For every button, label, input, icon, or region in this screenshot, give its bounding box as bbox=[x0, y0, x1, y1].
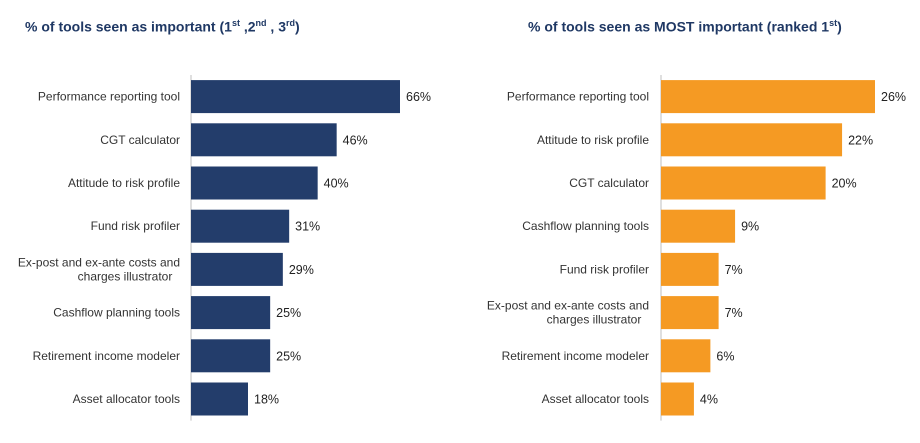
category-label: Attitude to risk profile bbox=[68, 176, 180, 190]
category-label: Attitude to risk profile bbox=[537, 133, 649, 147]
chart-most-important: % of tools seen as MOST important (ranke… bbox=[460, 0, 920, 443]
category-label: Asset allocator tools bbox=[73, 392, 180, 406]
bar bbox=[661, 339, 711, 373]
bar bbox=[191, 209, 290, 243]
bar bbox=[191, 123, 337, 157]
category-label: Retirement income modeler bbox=[33, 349, 180, 363]
data-label: 31% bbox=[295, 220, 320, 234]
bar bbox=[661, 296, 719, 330]
data-label: 29% bbox=[289, 263, 314, 277]
data-label: 46% bbox=[343, 133, 368, 147]
bar bbox=[661, 123, 843, 157]
bar-chart-svg: 66% Performance reporting tool 46% CGT calc… bbox=[18, 75, 431, 421]
category-label: Cashflow planning tools bbox=[522, 219, 649, 233]
data-label: 4% bbox=[700, 393, 718, 407]
data-label: 18% bbox=[254, 393, 279, 407]
bar bbox=[191, 339, 271, 373]
bar bbox=[661, 382, 694, 416]
bar bbox=[191, 252, 283, 286]
data-label: 26% bbox=[881, 90, 906, 104]
chart-title: % of tools seen as important (1st ,2nd ,… bbox=[25, 18, 300, 35]
data-label: 66% bbox=[406, 90, 431, 104]
bar bbox=[191, 382, 248, 416]
data-label: 20% bbox=[832, 177, 857, 191]
bar bbox=[661, 166, 826, 200]
data-label: 25% bbox=[276, 306, 301, 320]
bar bbox=[661, 209, 736, 243]
bar bbox=[661, 80, 875, 114]
category-label: CGT calculator bbox=[569, 176, 649, 190]
data-label: 22% bbox=[848, 133, 873, 147]
data-label: 9% bbox=[741, 220, 759, 234]
data-label: 7% bbox=[725, 306, 743, 320]
chart-important: % of tools seen as important (1st ,2nd ,… bbox=[18, 18, 431, 421]
category-label: Fund risk profiler bbox=[560, 262, 649, 276]
category-label: Performance reporting tool bbox=[507, 90, 649, 104]
category-label: Ex-post and ex-ante costs and charges ill… bbox=[487, 299, 649, 327]
category-label: Performance reporting tool bbox=[38, 90, 180, 104]
bar bbox=[661, 252, 719, 286]
data-label: 40% bbox=[324, 177, 349, 191]
bar-chart-svg: 26% Performance reporting tool 22% Attitude… bbox=[487, 75, 906, 421]
category-label: Retirement income modeler bbox=[502, 349, 649, 363]
bar bbox=[191, 80, 400, 114]
category-label: Asset allocator tools bbox=[542, 392, 649, 406]
data-label: 25% bbox=[276, 349, 301, 363]
category-label: Cashflow planning tools bbox=[53, 306, 180, 320]
chart-title: % of tools seen as MOST important (ranke… bbox=[528, 18, 842, 35]
bar bbox=[191, 296, 271, 330]
category-label: Fund risk profiler bbox=[91, 219, 180, 233]
data-label: 6% bbox=[716, 349, 734, 363]
data-label: 7% bbox=[725, 263, 743, 277]
bar bbox=[191, 166, 318, 200]
category-label: CGT calculator bbox=[100, 133, 180, 147]
category-label: Ex-post and ex-ante costs and charges ill… bbox=[18, 255, 180, 283]
